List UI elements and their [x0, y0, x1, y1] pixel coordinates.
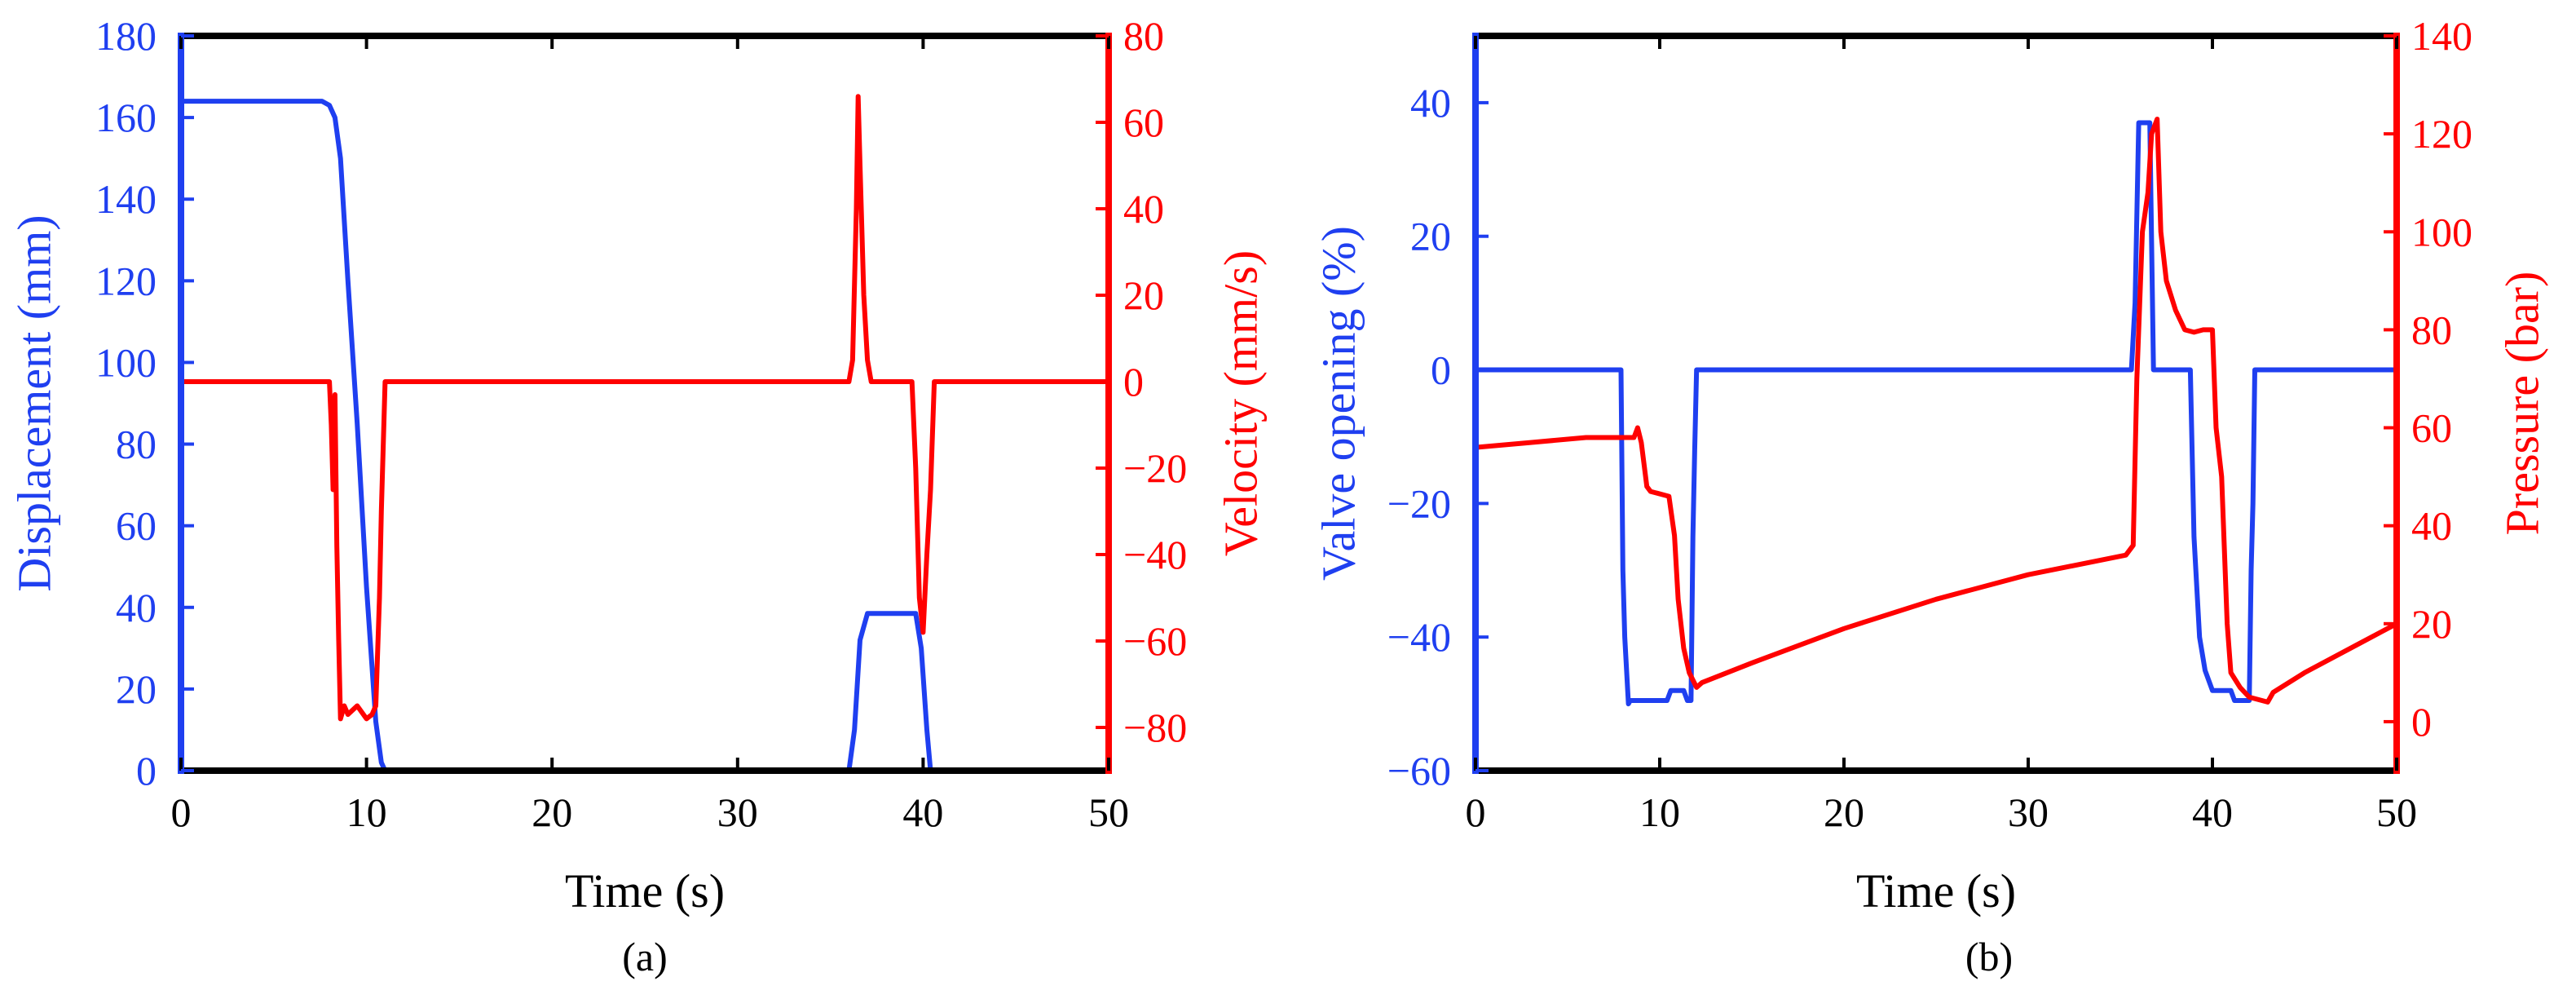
chart-panel-a: 0 10 20 30 40 50 0 20 40 60 80 100 120 140 160 180 −80 −6…: [7, 13, 1267, 979]
x-tick-label: 30: [717, 789, 758, 835]
chart-panel-b: 0 10 20 30 40 50 −60 −40 −20 0 20 40 0 20 40 60 80 100 120…: [1312, 13, 2548, 979]
left-tick-label: 80: [116, 422, 157, 467]
right-tick-label: 80: [1123, 13, 1164, 59]
series-line-pressure: [1475, 117, 2397, 705]
x-tick-label: 10: [346, 789, 387, 835]
x-tick-label: 10: [1639, 789, 1680, 835]
x-tick-label: 20: [1824, 789, 1864, 835]
left-tick-label: 140: [95, 176, 157, 222]
panel-caption: (b): [1965, 934, 2013, 979]
x-tick-label: 30: [2008, 789, 2049, 835]
series-group: [1475, 117, 2397, 707]
panel-caption: (a): [622, 934, 668, 979]
left-tick-label: −40: [1387, 614, 1451, 660]
left-tick-label: −60: [1387, 748, 1451, 793]
left-tick-label: 120: [95, 258, 157, 303]
right-tick-label: 60: [2411, 405, 2452, 451]
x-tick-label: 0: [1466, 789, 1486, 835]
right-tick-label: 40: [1123, 186, 1164, 232]
series-line-displacement: [181, 99, 1109, 771]
x-tick-label: 50: [1088, 789, 1129, 835]
series-line-velocity: [181, 94, 1109, 722]
right-tick-label: −40: [1123, 532, 1187, 577]
right-tick-label: 80: [2411, 307, 2452, 352]
x-axis-label: Time (s): [1856, 864, 2016, 917]
right-tick-label: −60: [1123, 618, 1187, 664]
x-axis-label: Time (s): [565, 864, 725, 917]
right-tick-label: 20: [1123, 272, 1164, 318]
left-tick-label: 0: [1431, 347, 1451, 393]
series-line-valve-opening: [1475, 120, 2397, 707]
right-tick-label: −80: [1123, 705, 1187, 750]
left-y-axis-label: Displacement (mm): [7, 214, 60, 591]
right-tick-label: 40: [2411, 503, 2452, 549]
left-tick-label: 180: [95, 13, 157, 59]
left-tick-label: 40: [116, 585, 157, 630]
left-tick-label: 20: [116, 666, 157, 712]
right-y-axis-label: Pressure (bar): [2495, 272, 2548, 536]
right-y-axis-label: Velocity (mm/s): [1214, 250, 1267, 556]
x-tick-label: 40: [2192, 789, 2233, 835]
right-tick-label: 60: [1123, 99, 1164, 145]
right-tick-label: 0: [2411, 699, 2432, 745]
left-tick-label: 100: [95, 339, 157, 385]
left-tick-label: −20: [1387, 480, 1451, 526]
right-tick-label: 140: [2411, 13, 2472, 59]
right-tick-label: 100: [2411, 209, 2472, 254]
series-group: [181, 94, 1109, 771]
right-tick-label: −20: [1123, 445, 1187, 491]
right-tick-label: 20: [2411, 601, 2452, 647]
x-tick-label: 40: [902, 789, 943, 835]
left-y-axis-label: Valve opening (%): [1312, 226, 1365, 581]
left-tick-label: 0: [136, 748, 157, 793]
right-tick-label: 0: [1123, 359, 1144, 404]
x-tick-label: 50: [2376, 789, 2417, 835]
x-tick-label: 20: [532, 789, 572, 835]
left-tick-label: 160: [95, 95, 157, 140]
x-tick-label: 0: [171, 789, 192, 835]
left-tick-label: 40: [1410, 80, 1451, 126]
left-tick-label: 20: [1410, 214, 1451, 259]
right-tick-label: 120: [2411, 111, 2472, 157]
left-tick-label: 60: [116, 503, 157, 549]
